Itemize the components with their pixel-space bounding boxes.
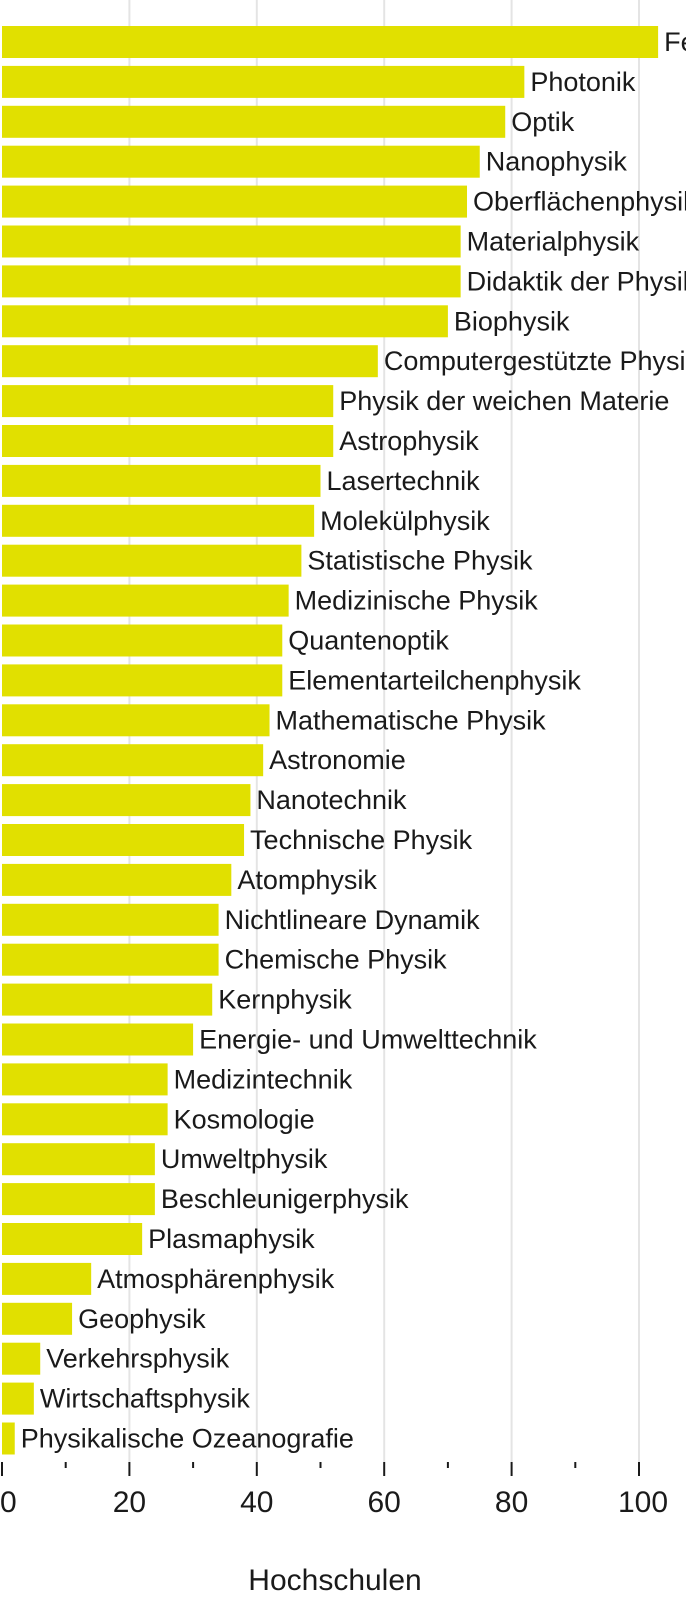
bar — [2, 1262, 92, 1295]
category-label: Physik der weichen Materie — [339, 386, 669, 416]
category-label: Photonik — [530, 67, 636, 97]
category-label: Wirtschaftsphysik — [40, 1384, 251, 1414]
category-label: Statistische Physik — [307, 546, 533, 576]
category-label: Oberflächenphysik — [473, 187, 686, 217]
bar — [2, 1183, 155, 1216]
bar — [2, 1063, 168, 1096]
category-label: Materialphysik — [467, 227, 640, 257]
bar — [2, 1143, 155, 1176]
bar — [2, 544, 302, 577]
category-label: Nanophysik — [486, 147, 628, 177]
category-label: Computergestützte Physik — [384, 346, 686, 376]
bar — [2, 305, 448, 338]
bar — [2, 1342, 41, 1375]
bar — [2, 863, 232, 896]
bar — [2, 704, 270, 737]
category-label: Nanotechnik — [256, 785, 407, 815]
bar — [2, 1382, 34, 1415]
category-label: Beschleunigerphysik — [161, 1184, 409, 1214]
category-label: Physikalische Ozeanografie — [21, 1424, 354, 1454]
bar — [2, 65, 525, 98]
category-label: Atmosphärenphysik — [97, 1264, 335, 1294]
bar — [2, 425, 334, 457]
category-label: Optik — [511, 107, 575, 137]
bar — [2, 464, 321, 497]
category-label: Plasmaphysik — [148, 1224, 315, 1254]
bars — [2, 26, 659, 1455]
x-tick-label: 40 — [240, 1486, 273, 1519]
bar — [2, 26, 659, 58]
bar — [2, 983, 213, 1016]
bar — [2, 265, 461, 298]
bar — [2, 145, 480, 178]
category-label: Lasertechnik — [327, 466, 481, 496]
category-label: Didaktik der Physik — [467, 266, 686, 296]
category-label: Umweltphysik — [161, 1144, 328, 1174]
bar — [2, 624, 283, 657]
category-label: Elementarteilchenphysik — [288, 665, 581, 695]
category-label: Astrophysik — [339, 426, 479, 456]
bar — [2, 584, 289, 617]
category-label: Festkörperphysik — [664, 27, 686, 57]
bar — [2, 1223, 143, 1255]
category-label: Medizinische Physik — [295, 586, 539, 616]
category-label: Biophysik — [454, 306, 570, 336]
x-tick-label: 0 — [0, 1486, 17, 1519]
bar — [2, 1023, 194, 1056]
bar — [2, 943, 219, 976]
bar — [2, 225, 461, 258]
x-tick-label: 100 — [618, 1486, 668, 1519]
category-label: Atomphysik — [237, 865, 377, 895]
category-label: Nichtlineare Dynamik — [225, 905, 481, 935]
x-tick-label: 20 — [113, 1486, 146, 1519]
bar — [2, 1103, 168, 1136]
category-label: Astronomie — [269, 745, 406, 775]
category-labels: Festkörperphysik Photonik Optik Nanophysik O… — [21, 27, 686, 1454]
bar — [2, 824, 245, 856]
bar — [2, 185, 468, 218]
bar — [2, 664, 283, 697]
x-tick-label: 60 — [368, 1486, 401, 1519]
bar — [2, 1422, 15, 1455]
category-label: Geophysik — [78, 1304, 206, 1334]
category-label: Energie- und Umwelttechnik — [199, 1025, 537, 1055]
category-label: Kernphysik — [218, 985, 352, 1015]
category-label: Quantenoptik — [288, 626, 449, 656]
category-label: Verkehrsphysik — [46, 1344, 230, 1374]
bar — [2, 1302, 73, 1335]
bar — [2, 784, 251, 817]
category-label: Technische Physik — [250, 825, 473, 855]
category-label: Mathematische Physik — [276, 705, 547, 735]
category-label: Molekülphysik — [320, 506, 490, 536]
category-label: Medizintechnik — [174, 1064, 353, 1094]
x-axis-title: Hochschulen — [248, 1564, 421, 1597]
x-axis: 0 20 40 60 80 100 — [0, 1462, 668, 1519]
x-tick-label: 80 — [495, 1486, 528, 1519]
bar — [2, 345, 378, 378]
bar — [2, 504, 315, 537]
bar — [2, 903, 219, 936]
bar — [2, 385, 334, 418]
bar — [2, 105, 506, 138]
category-label: Chemische Physik — [225, 945, 448, 975]
bar — [2, 744, 264, 777]
category-label: Kosmologie — [174, 1104, 315, 1134]
